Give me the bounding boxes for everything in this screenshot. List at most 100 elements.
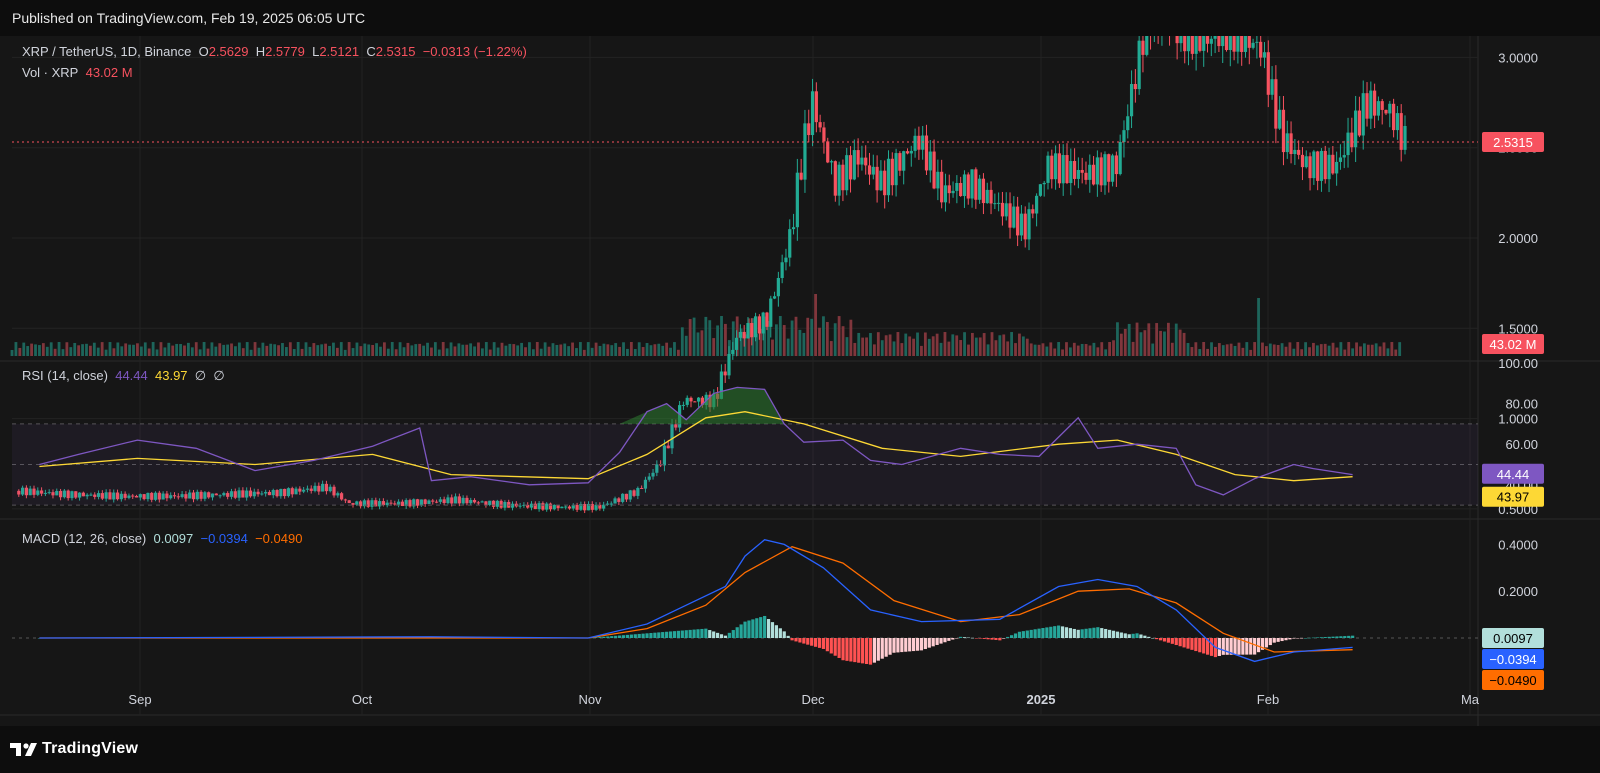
macd-histogram-bar [1139,634,1143,638]
macd-histogram-bar [888,638,892,655]
candle-body [431,500,435,502]
candle-body [921,135,925,150]
macd-histogram-bar [1307,637,1312,639]
volume-bar [1131,341,1135,356]
candle-body [1388,103,1392,114]
volume-bar [1076,345,1080,356]
chart-area[interactable]: SepOctNovDec2025FebMa3.50003.00002.50002… [0,0,1600,726]
candle-body [757,316,761,334]
macd-histogram-bar [880,638,884,659]
volume-bar [955,335,959,356]
candle-body [791,227,796,230]
candle-body [1004,203,1008,217]
volume-bar [822,316,825,356]
volume-bar [653,344,657,356]
macd-badge: −0.0394 [1489,652,1536,667]
candle-body [1331,154,1335,174]
volume-bar [163,347,167,356]
candle-body [1403,126,1407,150]
candle-body [1346,132,1350,156]
volume-bar [22,342,26,356]
candle-body [370,500,374,507]
macd-histogram-bar [743,621,747,638]
volume-bar [445,348,449,356]
volume-bar [1057,342,1061,356]
macd-histogram-bar [1021,631,1025,638]
candle-body [1266,52,1270,95]
candle-body [609,503,613,505]
chart-canvas[interactable]: SepOctNovDec2025FebMa3.50003.00002.50002… [0,0,1600,726]
volume-bar [610,345,614,356]
candle-body [393,503,397,505]
macd-histogram-bar [723,635,728,638]
volume-bar [159,342,163,356]
volume-bar [85,343,88,356]
candle-body [89,494,93,496]
volume-bar [335,347,339,356]
candle-body [184,494,188,499]
candle-body [1392,103,1396,131]
volume-bar [904,333,908,356]
candle-body [1323,150,1327,180]
macd-histogram-bar [1276,638,1280,642]
volume-bar [1394,349,1398,356]
volume-bar [394,349,398,356]
macd-histogram-bar [1013,633,1018,638]
macd-histogram-bar [1029,629,1033,638]
candle-body [943,185,948,203]
volume-bar [198,349,202,356]
candle-body [674,424,678,428]
volume-bar [237,342,241,356]
volume-bar [802,332,806,356]
candle-body [172,495,177,497]
macd-histogram-bar [814,638,818,647]
volume-bar [920,345,923,356]
macd-histogram-bar [1347,635,1351,638]
candle-body [1076,169,1080,179]
candle-body [32,488,36,495]
candle-body [856,150,860,165]
candle-body [1209,38,1213,44]
volume-bar [876,332,880,356]
volume-bar [837,316,841,356]
volume-bar [147,348,151,356]
macd-histogram-bar [1166,638,1170,643]
candle-body [803,123,807,180]
candle-body [1380,101,1384,110]
macd-histogram-bar [794,638,798,642]
tradingview-logo[interactable]: TradingView [10,740,138,758]
volume-bar [833,323,837,356]
candle-body [1243,28,1248,52]
volume-bar [34,344,37,356]
macd-histogram-bar [1260,638,1265,650]
volume-bar [692,317,696,356]
macd-histogram-bar [606,636,610,638]
candle-body [283,488,287,497]
volume-bar [214,346,218,356]
candle-body [727,353,731,376]
volume-bar [763,316,767,356]
candle-body [138,494,142,498]
macd-histogram-bar [1002,638,1006,639]
volume-bar [351,348,355,356]
candle-body [1065,155,1069,184]
candle-body [564,506,568,508]
volume-bar [1398,342,1402,356]
candle-body [875,166,879,191]
candle-body [226,493,230,497]
volume-bar [1241,347,1245,356]
candle-body [518,505,522,507]
macd-tick-label: 0.4000 [1498,537,1538,552]
volume-bar [1268,343,1272,356]
candle-body [628,490,632,500]
candle-body [1399,113,1403,150]
macd-histogram-bar [951,638,955,640]
candle-body [1357,110,1362,136]
volume-bar [912,338,915,356]
volume-legend: Vol · XRP 43.02 M [22,65,133,80]
candle-body [1095,157,1099,185]
volume-bar [265,345,269,356]
volume-bar [1033,344,1037,356]
volume-bar [927,338,931,356]
candle-body [336,493,340,496]
